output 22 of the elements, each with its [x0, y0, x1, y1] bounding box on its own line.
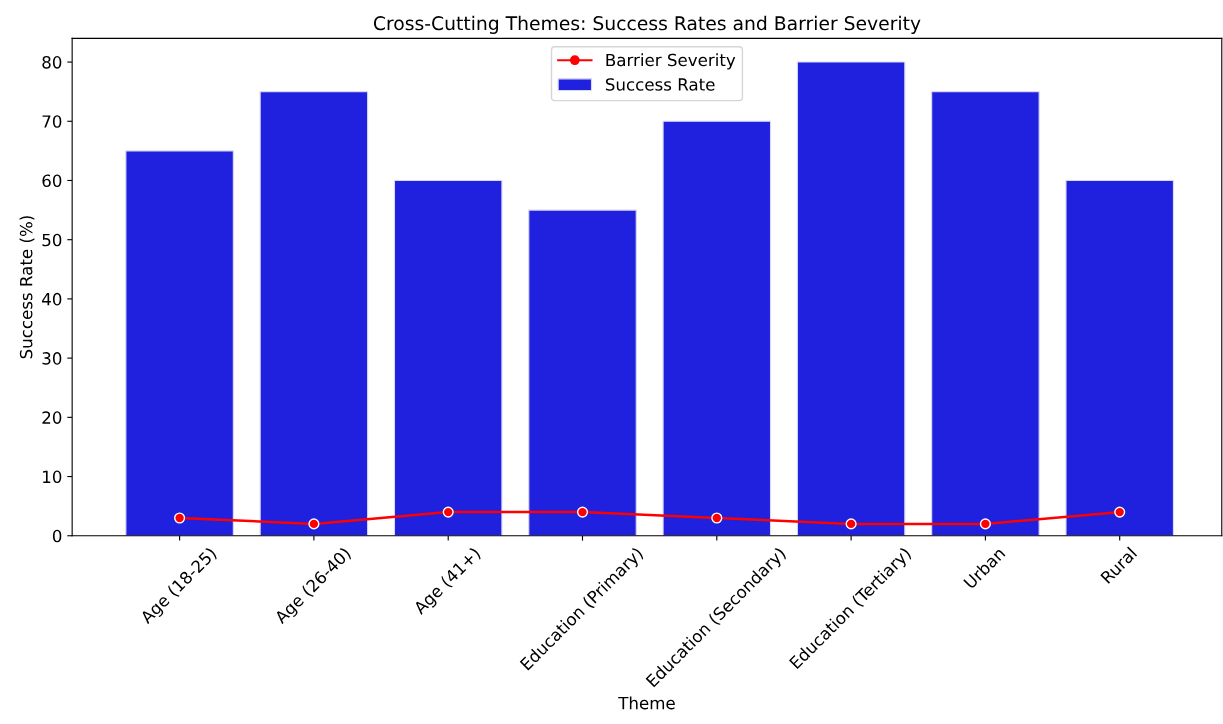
- legend-label: Success Rate: [605, 78, 715, 91]
- x-axis-title: Theme: [618, 696, 675, 710]
- y-tick-label: 70: [42, 115, 62, 128]
- bar: [393, 179, 503, 536]
- bar: [931, 91, 1040, 536]
- bar: [259, 91, 369, 536]
- bar: [796, 61, 906, 536]
- bar: [662, 120, 772, 536]
- y-tick-label: 40: [42, 292, 62, 306]
- y-tick-label: 10: [43, 470, 62, 484]
- y-tick-label: 30: [42, 352, 62, 365]
- bar: [1065, 179, 1174, 536]
- y-tick-label: 60: [42, 174, 62, 188]
- y-tick-label: 50: [42, 233, 62, 247]
- y-tick-label: 80: [42, 56, 62, 69]
- chart-title: Cross-Cutting Themes: Success Rates and Barrier Severity: [373, 15, 921, 34]
- y-axis-title: Success Rate (%): [19, 216, 35, 359]
- bar: [125, 150, 234, 536]
- y-tick-label: 20: [42, 411, 62, 424]
- legend-label: Barrier Severity: [606, 53, 736, 70]
- y-tick-label: 0: [52, 529, 62, 543]
- bar: [528, 209, 637, 536]
